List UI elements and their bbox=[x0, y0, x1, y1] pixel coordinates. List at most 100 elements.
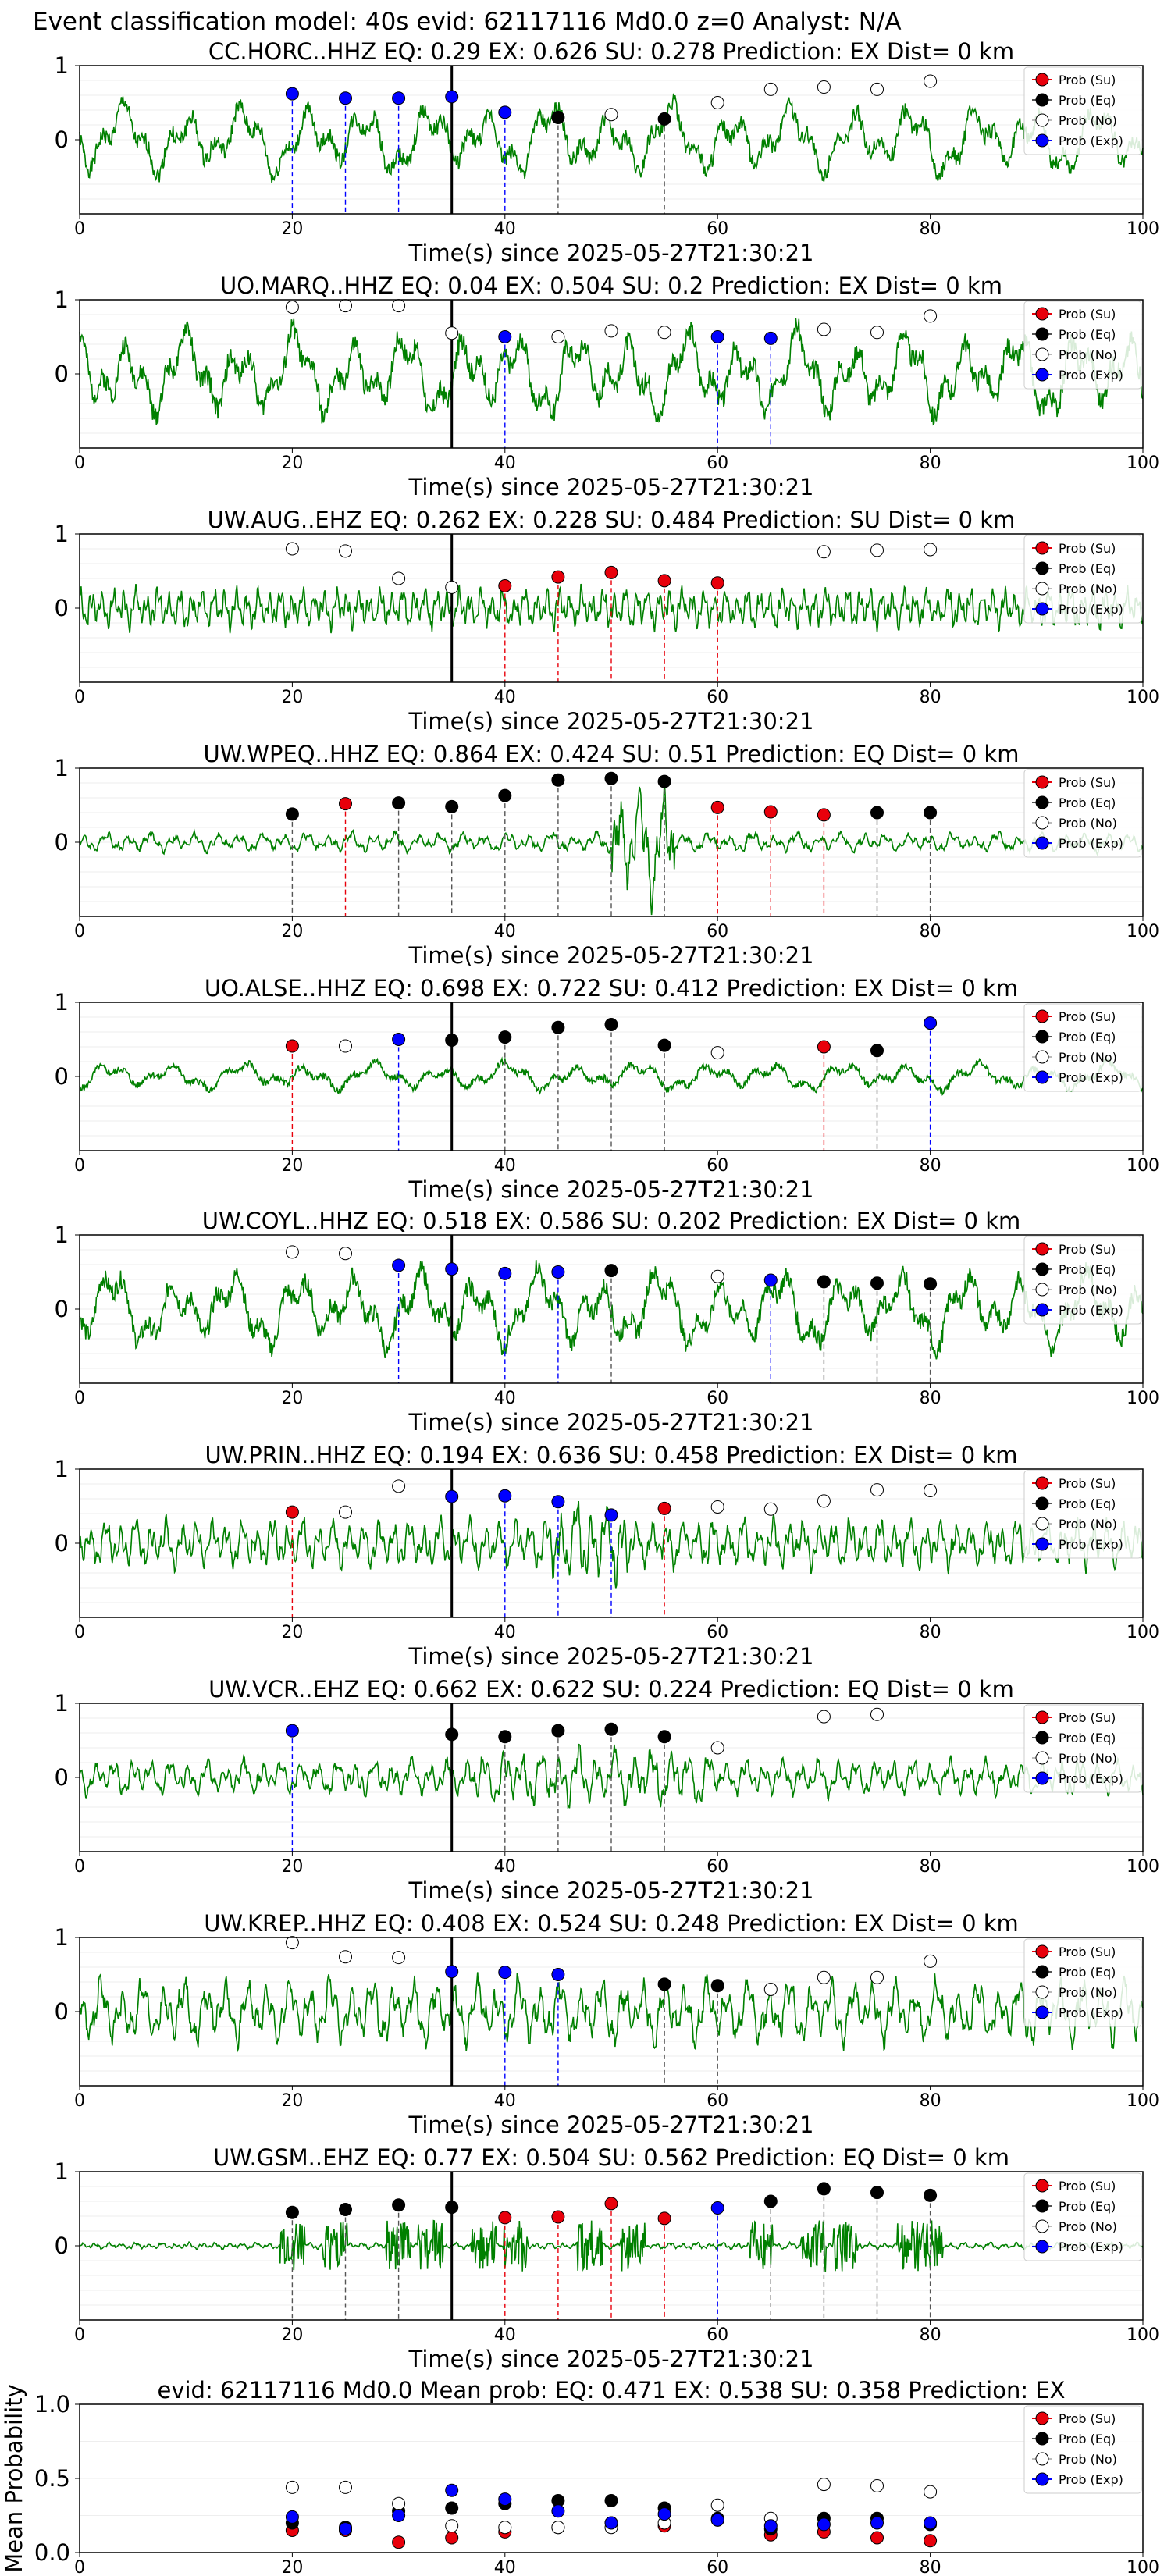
xtick-label: 80 bbox=[920, 688, 941, 707]
ytick-label: 1.0 bbox=[34, 2391, 70, 2418]
waveform-trace bbox=[79, 318, 1144, 426]
xtick-label: 0 bbox=[74, 1156, 85, 1176]
prob-marker-eq bbox=[498, 788, 512, 802]
xtick-label: 100 bbox=[1127, 454, 1159, 473]
prob-marker-eq bbox=[657, 1977, 671, 1991]
xtick-label: 20 bbox=[281, 2091, 303, 2111]
mean-marker-no bbox=[339, 2480, 352, 2494]
prob-marker-su bbox=[817, 808, 831, 822]
legend-box-2 bbox=[1023, 301, 1142, 390]
prob-marker-exp bbox=[551, 1495, 565, 1509]
legend-label-no: Prob (No) bbox=[1059, 113, 1117, 128]
legend-label-eq: Prob (Eq) bbox=[1059, 2432, 1116, 2446]
prob-marker-eq bbox=[551, 773, 565, 787]
prob-marker-exp bbox=[339, 91, 352, 105]
mean-marker-no bbox=[392, 2496, 406, 2510]
legend-marker-eq bbox=[1035, 2199, 1049, 2213]
xtick-label: 60 bbox=[707, 2091, 728, 2111]
prob-marker-no bbox=[445, 326, 459, 340]
legend-marker-no bbox=[1035, 2219, 1049, 2233]
ytick-label: 0 bbox=[55, 829, 69, 856]
xtick-label: 80 bbox=[920, 2091, 941, 2111]
legend-label-eq: Prob (Eq) bbox=[1059, 561, 1116, 576]
legend-marker-no bbox=[1035, 113, 1049, 127]
prob-marker-su bbox=[657, 1501, 671, 1515]
prob-marker-eq bbox=[498, 1030, 512, 1044]
xtick-label: 100 bbox=[1127, 922, 1159, 941]
legend-label-su: Prob (Su) bbox=[1059, 1710, 1116, 1725]
xtick-label: 40 bbox=[494, 688, 516, 707]
prob-marker-no bbox=[817, 1494, 831, 1508]
prob-marker-su bbox=[285, 1505, 299, 1519]
prob-marker-no bbox=[392, 1951, 406, 1965]
ytick-label: 1 bbox=[55, 1924, 69, 1951]
legend-marker-exp bbox=[1035, 368, 1049, 382]
xtick-label: 60 bbox=[707, 2558, 728, 2576]
prob-marker-su bbox=[604, 565, 618, 579]
legend-label-su: Prob (Su) bbox=[1059, 307, 1116, 322]
prob-marker-no bbox=[392, 1479, 406, 1493]
waveform-trace bbox=[79, 1056, 1144, 1096]
legend-marker-no bbox=[1035, 1751, 1049, 1765]
legend-label-su: Prob (Su) bbox=[1059, 1009, 1116, 1024]
prob-marker-no bbox=[392, 571, 406, 585]
prob-marker-no bbox=[339, 1950, 352, 1964]
xtick-label: 0 bbox=[74, 688, 85, 707]
ytick-label: 1 bbox=[55, 521, 69, 547]
xtick-label: 100 bbox=[1127, 1857, 1159, 1877]
xtick-label: 80 bbox=[920, 1623, 941, 1642]
prob-marker-no bbox=[817, 322, 831, 336]
prob-marker-su bbox=[604, 2197, 618, 2211]
prob-marker-no bbox=[657, 326, 671, 340]
prob-marker-no bbox=[924, 1954, 938, 1968]
prob-marker-exp bbox=[498, 1489, 512, 1503]
mean-marker-su bbox=[445, 2531, 459, 2545]
xtick-label: 80 bbox=[920, 922, 941, 941]
xtick-label: 40 bbox=[494, 1389, 516, 1408]
prob-marker-eq bbox=[817, 1275, 831, 1289]
mean-panel-title: evid: 62117116 Md0.0 Mean prob: EQ: 0.47… bbox=[157, 2377, 1065, 2403]
xtick-label: 0 bbox=[74, 1857, 85, 1877]
prob-marker-no bbox=[392, 299, 406, 313]
prob-marker-no bbox=[817, 1970, 831, 1984]
prob-marker-eq bbox=[657, 112, 671, 126]
waveform-trace bbox=[79, 2219, 1144, 2272]
xtick-label: 0 bbox=[74, 1623, 85, 1642]
figure-title: Event classification model: 40s evid: 62… bbox=[33, 8, 902, 36]
prob-marker-exp bbox=[710, 330, 724, 343]
legend-label-exp: Prob (Exp) bbox=[1059, 2472, 1123, 2487]
xtick-label: 60 bbox=[707, 219, 728, 239]
prob-marker-exp bbox=[392, 1033, 406, 1046]
legend-marker-no bbox=[1035, 816, 1049, 830]
panel-xlabel: Time(s) since 2025-05-27T21:30:21 bbox=[408, 474, 814, 500]
legend-marker-su bbox=[1035, 1944, 1049, 1959]
legend-marker-no bbox=[1035, 2452, 1049, 2466]
xtick-label: 80 bbox=[920, 1156, 941, 1176]
ytick-label: 0 bbox=[55, 1998, 69, 2025]
prob-marker-su bbox=[551, 2210, 565, 2224]
prob-marker-eq bbox=[498, 1730, 512, 1744]
legend-label-no: Prob (No) bbox=[1059, 1985, 1117, 2000]
prob-marker-no bbox=[604, 324, 618, 338]
xtick-label: 20 bbox=[281, 2558, 303, 2576]
panel-xlabel: Time(s) since 2025-05-27T21:30:21 bbox=[408, 708, 814, 735]
prob-marker-eq bbox=[870, 2186, 884, 2200]
legend-marker-su bbox=[1035, 73, 1049, 87]
prob-marker-no bbox=[763, 1502, 778, 1516]
xtick-label: 60 bbox=[707, 1156, 728, 1176]
legend-marker-su bbox=[1035, 2411, 1049, 2425]
prob-marker-eq bbox=[445, 799, 459, 813]
legend-marker-su bbox=[1035, 1242, 1049, 1256]
prob-marker-exp bbox=[392, 91, 406, 105]
legend-marker-eq bbox=[1035, 1030, 1049, 1044]
xtick-label: 40 bbox=[494, 922, 516, 941]
prob-marker-eq bbox=[924, 1277, 938, 1291]
ytick-label: 1 bbox=[55, 989, 69, 1016]
xtick-label: 0 bbox=[74, 454, 85, 473]
legend-marker-no bbox=[1035, 1283, 1049, 1297]
prob-marker-eq bbox=[657, 1730, 671, 1744]
xtick-label: 20 bbox=[281, 688, 303, 707]
